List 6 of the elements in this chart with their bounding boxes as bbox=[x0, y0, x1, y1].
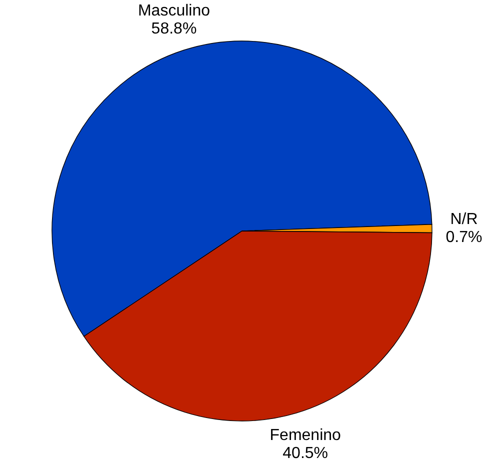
data-label: 40.5% bbox=[282, 444, 328, 462]
slice-label: N/R bbox=[450, 211, 478, 228]
data-label: 0.7% bbox=[446, 229, 482, 246]
slice-label: Masculino bbox=[138, 2, 210, 20]
data-label: 58.8% bbox=[151, 20, 197, 38]
slice-label: Femenino bbox=[270, 426, 342, 444]
